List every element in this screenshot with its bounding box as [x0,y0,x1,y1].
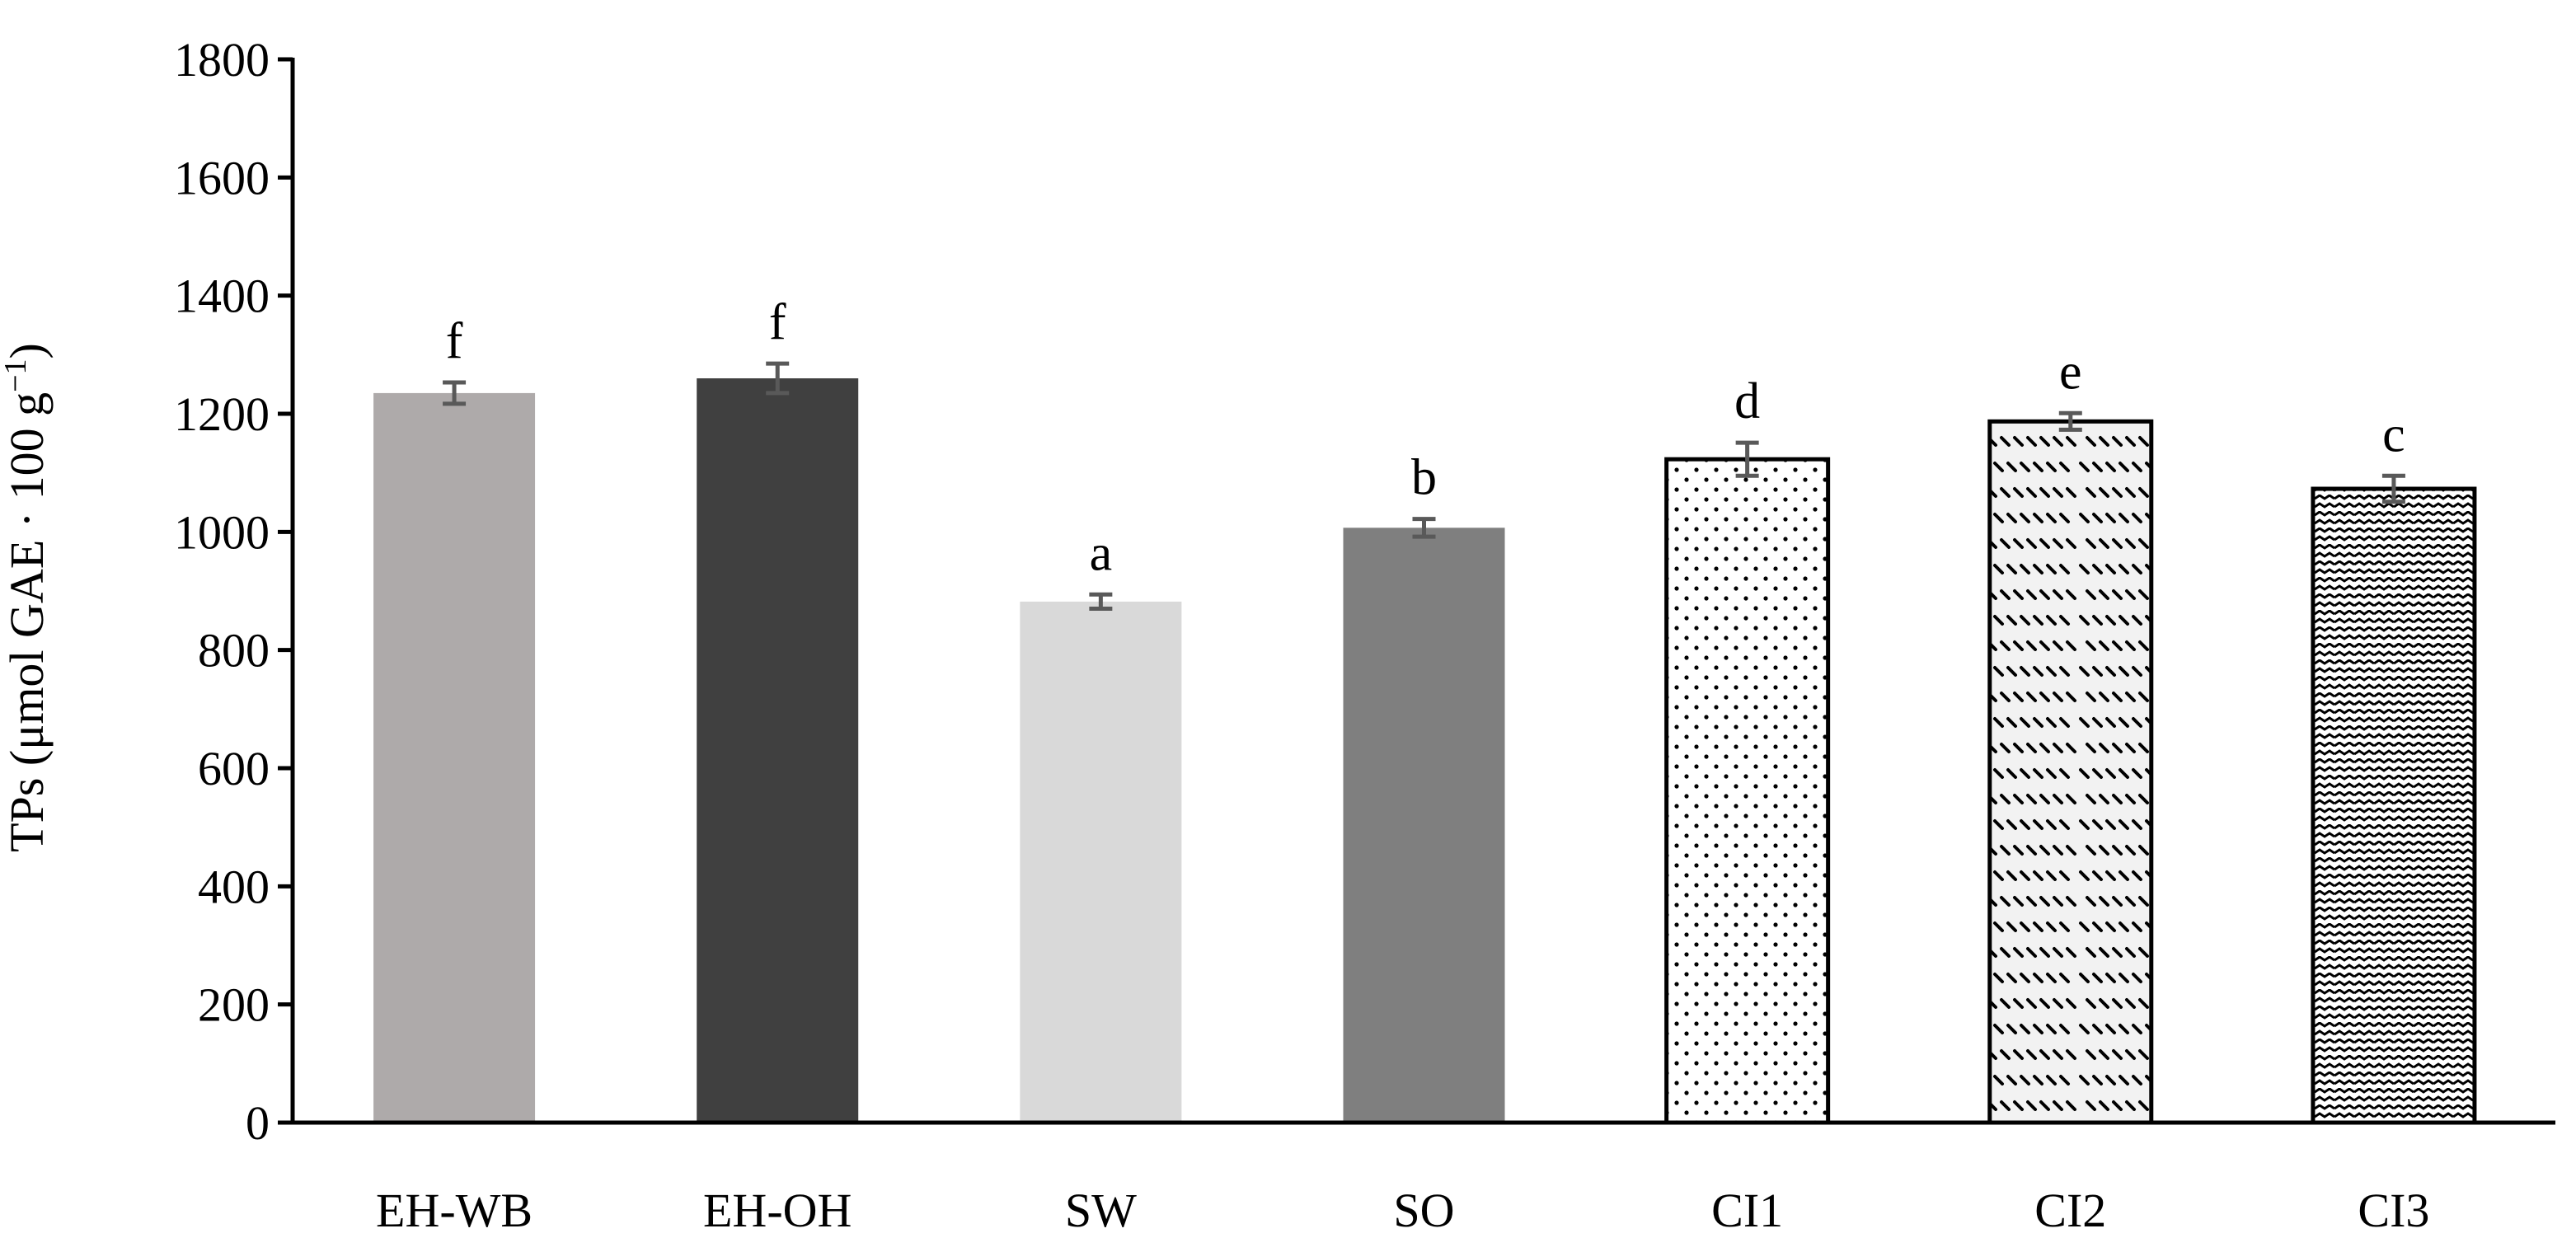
y-tick-label: 800 [198,624,270,678]
bar-ci1 [1664,457,1831,1125]
significance-label-sw: a [1090,525,1113,581]
error-bar-ci3 [2381,473,2405,504]
x-tick-label-ci1: CI1 [1711,1184,1783,1237]
significance-label-eh-oh: f [769,294,786,350]
y-tick-label: 400 [198,860,270,913]
significance-label-eh-wb: f [446,313,463,369]
x-tick-label-eh-oh: EH-OH [703,1184,852,1237]
y-tick-label: 0 [246,1096,270,1150]
x-axis: EH-WB EH-OH SW SO CI1 CI2 CI3 [293,1120,2555,1237]
y-axis-title-prefix: TPs (μmol GAE · 100 g [0,392,54,852]
x-tick-label-sw: SW [1065,1184,1137,1237]
x-tick-label-ci2: CI2 [2034,1184,2106,1237]
error-bar-eh-wb [443,380,467,406]
significance-label-ci1: d [1734,373,1760,429]
bars-layer [373,378,2477,1125]
bar-eh-wb [373,392,536,1123]
bar-ci3 [2311,486,2477,1125]
bar-so [1343,528,1505,1123]
error-bar-so [1412,517,1436,539]
significance-label-so: b [1411,450,1437,506]
error-bar-ci2 [2058,410,2082,432]
y-tick-label: 200 [198,978,270,1032]
bar-ci2 [1987,419,2154,1125]
y-axis: 0 200 400 600 800 1000 1200 1400 1600 1800 [174,33,295,1150]
error-bar-ci1 [1735,440,1759,478]
significance-label-ci2: e [2059,344,2082,400]
y-tick-label: 1400 [174,270,270,323]
y-tick-label: 1800 [174,33,270,87]
y-axis-title: TPs (μmol GAE · 100 g−1) [0,343,54,852]
y-tick-label: 600 [198,742,270,795]
bar-eh-oh [697,378,859,1123]
x-tick-label-eh-wb: EH-WB [376,1184,533,1237]
x-tick-label-so: SO [1393,1184,1454,1237]
y-axis-title-superscript: −1 [0,359,33,392]
error-bar-eh-oh [766,361,790,396]
bar-sw [1020,601,1182,1123]
y-axis-title-suffix: ) [0,343,54,359]
y-tick-label: 1000 [174,505,270,559]
significance-labels: f f a b d e c [446,294,2405,581]
y-tick-label: 1200 [174,387,270,441]
error-bars-layer [443,361,2405,611]
error-bar-sw [1089,592,1113,611]
y-tick-label: 1600 [174,151,270,204]
significance-label-ci3: c [2382,406,2405,462]
x-tick-label-ci3: CI3 [2358,1184,2429,1237]
